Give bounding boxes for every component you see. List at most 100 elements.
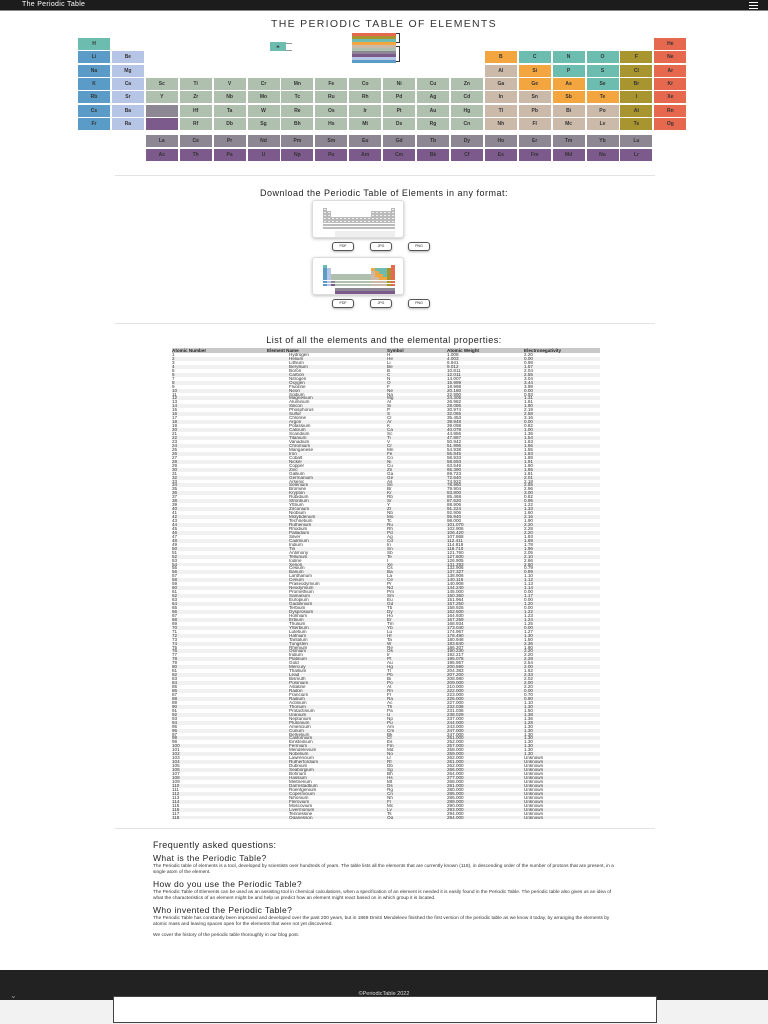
element-nb[interactable]: Nb: [213, 91, 246, 104]
element-ds[interactable]: Ds: [383, 117, 416, 130]
element-y[interactable]: Y: [145, 91, 178, 104]
element-es[interactable]: Es: [484, 149, 517, 161]
element-ir[interactable]: Ir: [349, 104, 382, 117]
element-ne[interactable]: Ne: [654, 51, 687, 64]
element-ar[interactable]: Ar: [654, 64, 687, 77]
element-rn[interactable]: Rn: [654, 104, 687, 117]
element-ta[interactable]: Ta: [213, 104, 246, 117]
element-hf[interactable]: Hf: [179, 104, 212, 117]
element-actin[interactable]: [145, 117, 178, 130]
element-nd[interactable]: Nd: [247, 135, 280, 147]
element-lu[interactable]: Lu: [620, 135, 653, 147]
element-re[interactable]: Re: [281, 104, 314, 117]
element-ca[interactable]: Ca: [111, 77, 144, 90]
element-he[interactable]: He: [654, 38, 687, 50]
download-jpg-button[interactable]: JPG: [370, 242, 392, 251]
element-er[interactable]: Er: [518, 135, 551, 147]
element-th[interactable]: Th: [179, 149, 212, 161]
element-k[interactable]: K: [78, 77, 110, 90]
element-hs[interactable]: Hs: [315, 117, 348, 130]
element-ra[interactable]: Ra: [111, 117, 144, 130]
element-tm[interactable]: Tm: [552, 135, 585, 147]
element-mc[interactable]: Mc: [552, 117, 585, 130]
element-as[interactable]: As: [552, 77, 585, 90]
element-cm[interactable]: Cm: [383, 149, 416, 161]
element-in[interactable]: In: [484, 91, 517, 104]
element-pa[interactable]: Pa: [213, 149, 246, 161]
thumbnail-plain-table[interactable]: [312, 200, 404, 238]
element-p[interactable]: P: [552, 64, 585, 77]
element-fm[interactable]: Fm: [518, 149, 551, 161]
element-au[interactable]: Au: [417, 104, 449, 117]
element-s[interactable]: S: [586, 64, 619, 77]
element-kr[interactable]: Kr: [654, 77, 687, 90]
element-se[interactable]: Se: [586, 77, 619, 90]
element-gd[interactable]: Gd: [383, 135, 416, 147]
element-ts[interactable]: Ts: [620, 117, 653, 130]
element-mg[interactable]: Mg: [111, 64, 144, 77]
element-na[interactable]: Na: [78, 64, 110, 77]
element-ho[interactable]: Ho: [484, 135, 517, 147]
element-c[interactable]: C: [518, 51, 551, 64]
element-db[interactable]: Db: [213, 117, 246, 130]
element-v[interactable]: V: [213, 77, 246, 90]
element-tc[interactable]: Tc: [281, 91, 314, 104]
element-xe[interactable]: Xe: [654, 91, 687, 104]
element-tl[interactable]: Tl: [484, 104, 517, 117]
element-mt[interactable]: Mt: [349, 117, 382, 130]
element-fe[interactable]: Fe: [315, 77, 348, 90]
download-png-button[interactable]: PNG: [408, 242, 430, 251]
element-ga[interactable]: Ga: [484, 77, 517, 90]
element-cl[interactable]: Cl: [620, 64, 653, 77]
element-sb[interactable]: Sb: [552, 91, 585, 104]
element-ag[interactable]: Ag: [417, 91, 449, 104]
element-dy[interactable]: Dy: [450, 135, 483, 147]
element-sc[interactable]: Sc: [145, 77, 178, 90]
element-cu[interactable]: Cu: [417, 77, 449, 90]
element-ni[interactable]: Ni: [383, 77, 416, 90]
element-f[interactable]: F: [620, 51, 653, 64]
element-ru[interactable]: Ru: [315, 91, 348, 104]
element-bk[interactable]: Bk: [417, 149, 449, 161]
blog-link-text[interactable]: We cover the history of the periodic tab…: [153, 933, 300, 938]
chevron-down-icon[interactable]: ⌄: [10, 991, 17, 1000]
element-sg[interactable]: Sg: [247, 117, 280, 130]
element-pb[interactable]: Pb: [518, 104, 551, 117]
element-sr[interactable]: Sr: [111, 91, 144, 104]
element-no[interactable]: No: [586, 149, 619, 161]
element-cn[interactable]: Cn: [450, 117, 483, 130]
element-si[interactable]: Si: [518, 64, 551, 77]
thumbnail-color-table[interactable]: [312, 257, 404, 295]
element-pt[interactable]: Pt: [383, 104, 416, 117]
element-u[interactable]: U: [247, 149, 280, 161]
element-pm[interactable]: Pm: [281, 135, 314, 147]
download-jpg-button[interactable]: JPG: [370, 299, 392, 308]
element-mo[interactable]: Mo: [247, 91, 280, 104]
element-br[interactable]: Br: [620, 77, 653, 90]
element-nh[interactable]: Nh: [484, 117, 517, 130]
element-i[interactable]: I: [620, 91, 653, 104]
element-eu[interactable]: Eu: [349, 135, 382, 147]
element-sm[interactable]: Sm: [315, 135, 348, 147]
element-mn[interactable]: Mn: [281, 77, 314, 90]
element-yb[interactable]: Yb: [586, 135, 619, 147]
element-sn[interactable]: Sn: [518, 91, 551, 104]
element-co[interactable]: Co: [349, 77, 382, 90]
element-cf[interactable]: Cf: [450, 149, 483, 161]
element-lanth[interactable]: [145, 104, 178, 117]
element-rh[interactable]: Rh: [349, 91, 382, 104]
element-pr[interactable]: Pr: [213, 135, 246, 147]
element-lr[interactable]: Lr: [620, 149, 653, 161]
element-lv[interactable]: Lv: [586, 117, 619, 130]
element-al[interactable]: Al: [484, 64, 517, 77]
download-pdf-button[interactable]: PDF: [332, 299, 354, 308]
element-ce[interactable]: Ce: [179, 135, 212, 147]
element-tb[interactable]: Tb: [417, 135, 449, 147]
element-cd[interactable]: Cd: [450, 91, 483, 104]
element-og[interactable]: Og: [654, 117, 687, 130]
element-po[interactable]: Po: [586, 104, 619, 117]
bottom-input[interactable]: [113, 996, 657, 1023]
element-os[interactable]: Os: [315, 104, 348, 117]
element-bi[interactable]: Bi: [552, 104, 585, 117]
element-md[interactable]: Md: [552, 149, 585, 161]
